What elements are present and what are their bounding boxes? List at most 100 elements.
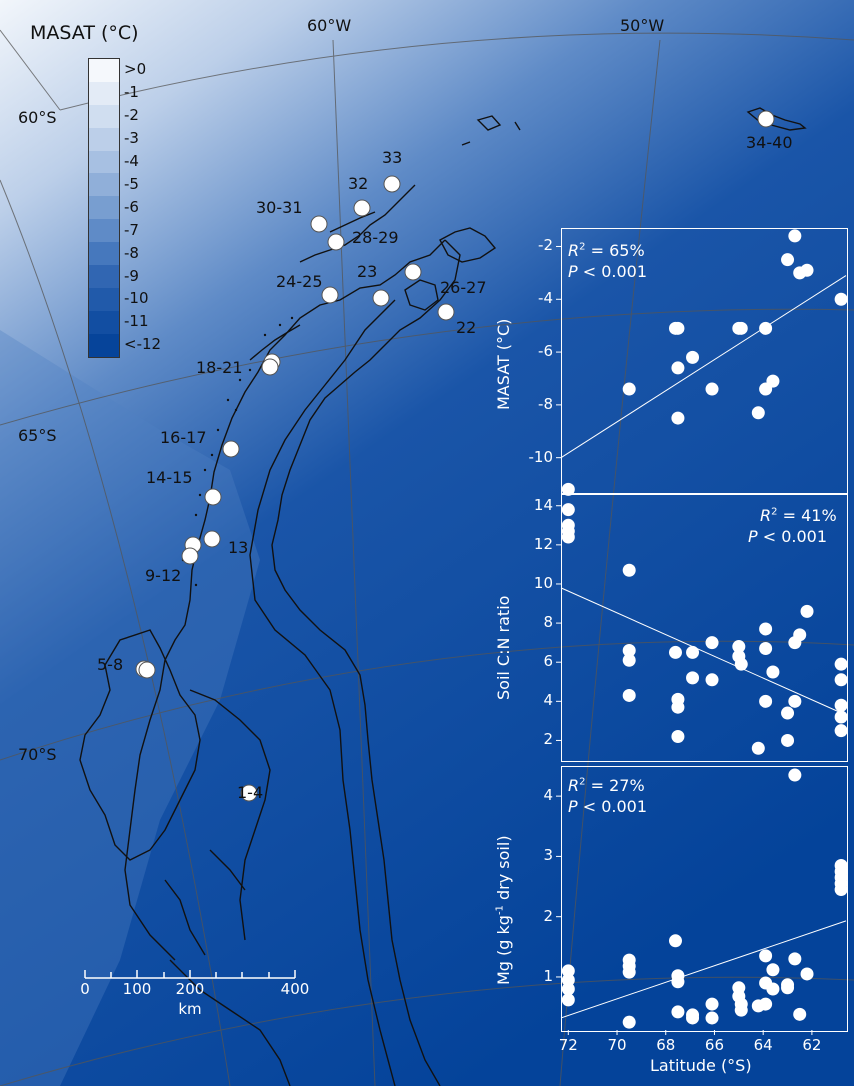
data-point [622,563,636,577]
y-tick-label: 3 [543,846,553,865]
site-marker [181,547,199,565]
site-label-26-27: 26-27 [440,278,487,297]
data-point [834,883,848,897]
legend-swatch [89,127,119,151]
latitude-label-65s: 65°S [18,426,57,445]
legend-label: -9 [124,266,139,285]
data-point [705,997,719,1011]
parallel-75s [0,976,854,1086]
site-label-5-8: 5-8 [97,655,124,674]
island-b [476,115,502,131]
longitude-label-50w: 50°W [620,16,665,35]
y-tick-label: 14 [533,495,553,514]
data-point [781,733,795,747]
legend-label: >0 [124,60,147,79]
panel1-p: P < 0.001 [568,262,648,281]
y-tick-label: 12 [533,534,553,553]
data-point [705,636,719,650]
y-tick-label: 8 [543,613,553,632]
site-marker [372,289,390,307]
panel3-xlabel: Latitude (°S) [650,1056,752,1075]
y-tick-label: 1 [543,966,553,985]
south-shetland-1 [299,184,416,263]
south-coast [169,959,291,1086]
site-marker [327,233,345,251]
data-point [622,1015,636,1029]
parallel-60s [59,32,854,111]
site-marker [310,215,328,233]
data-point [732,640,746,654]
x-tick-label: 62 [802,1036,822,1054]
site-label-1-4: 1-4 [237,783,264,802]
site-marker [437,303,455,321]
latitude-label-70s: 70°S [18,745,57,764]
site-label-18-21: 18-21 [196,358,243,377]
site-label-14-15: 14-15 [146,468,193,487]
scale-tick-400: 400 [280,980,310,998]
x-tick-label: 68 [656,1036,676,1054]
site-marker [222,440,240,458]
island-a [404,279,439,311]
site-marker [404,263,422,281]
scatter-panels [556,229,848,1035]
palmer-archipelago [249,324,301,361]
data-point [759,997,773,1011]
data-point [561,530,575,544]
panel2-ylabel: Soil C:N ratio [494,595,513,700]
legend-swatch [89,310,119,334]
data-point [781,253,795,267]
x-tick-label: 70 [607,1036,627,1054]
data-point [561,973,575,987]
legend-swatch [89,219,119,243]
site-marker [261,358,279,376]
legend-swatch [89,173,119,197]
site-label-32: 32 [348,174,369,193]
data-point [800,967,814,981]
data-point [734,321,748,335]
data-point [622,653,636,667]
x-tick-label: 72 [558,1036,578,1054]
data-point [759,694,773,708]
joinville-islands [439,227,497,263]
legend-swatch [89,104,119,128]
data-point [766,963,780,977]
data-point [671,730,685,744]
data-point [793,628,807,642]
alexander-island [79,629,201,861]
data-point [671,411,685,425]
fit-line [560,275,847,459]
site-marker [240,784,258,802]
data-point [705,1011,719,1025]
site-marker [757,110,775,128]
south-shetland-2 [329,211,376,233]
panel-mg [561,766,848,1032]
site-marker [383,175,401,193]
panel-soil-cn [561,494,848,762]
data-point [751,406,765,420]
legend-swatch [89,242,119,266]
graticule [0,29,854,1086]
data-point [668,934,682,948]
legend-swatch [89,81,119,105]
data-point [622,965,636,979]
site-label-23: 23 [357,262,378,281]
fit-line [560,587,847,716]
site-label-9-12: 9-12 [145,566,182,585]
data-point [759,321,773,335]
data-point [834,657,848,671]
data-point [686,671,700,685]
data-point [671,1005,685,1019]
site-label-16-17: 16-17 [160,428,207,447]
site-label-34-40: 34-40 [746,133,793,152]
scale-tick-0: 0 [80,980,90,998]
site-label-30-31: 30-31 [256,198,303,217]
site-marker [138,661,156,679]
legend-label: -7 [124,220,139,239]
site-marker [321,286,339,304]
data-point [561,993,575,1007]
x-tick-label: 64 [753,1036,773,1054]
data-point [671,361,685,375]
legend-swatch [89,150,119,174]
data-point [668,645,682,659]
data-point [759,622,773,636]
